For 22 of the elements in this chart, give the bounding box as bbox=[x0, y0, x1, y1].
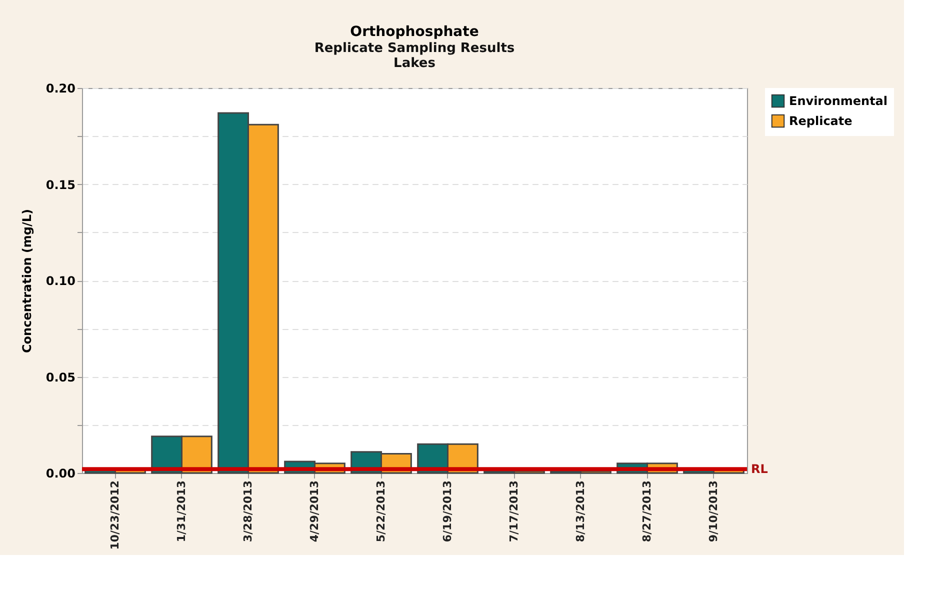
x-tick-label: 3/28/2013 bbox=[241, 480, 254, 542]
y-tick-label: 0.15 bbox=[46, 178, 76, 192]
x-tick-label: 9/10/2013 bbox=[706, 480, 720, 542]
x-tick-label: 8/13/2013 bbox=[574, 480, 587, 542]
y-tick-label: 0.00 bbox=[46, 466, 76, 480]
x-tick-label: 6/19/2013 bbox=[440, 480, 454, 542]
x-tick-label: 8/27/2013 bbox=[640, 480, 654, 542]
y-tick-label: 0.10 bbox=[46, 274, 76, 288]
legend-label: Replicate bbox=[789, 114, 852, 128]
text: Replicate Sampling Results bbox=[314, 41, 515, 56]
legend-label: Environmental bbox=[789, 94, 888, 108]
y-tick-label: 0.20 bbox=[46, 82, 76, 96]
x-tick-label: 10/23/2012 bbox=[108, 480, 122, 550]
y-tick-label: 0.05 bbox=[46, 370, 76, 384]
x-tick-label: 4/29/2013 bbox=[308, 480, 321, 542]
x-tick-label: 7/17/2013 bbox=[507, 480, 520, 542]
text: Lakes bbox=[394, 56, 436, 71]
chart-title: Orthophosphate bbox=[350, 24, 479, 40]
x-tick-label: 1/31/2013 bbox=[174, 480, 188, 542]
ref-line-label: RL bbox=[751, 462, 768, 476]
y-axis-title: Concentration (mg/L) bbox=[20, 208, 34, 354]
x-tick-label: 5/22/2013 bbox=[374, 480, 388, 542]
